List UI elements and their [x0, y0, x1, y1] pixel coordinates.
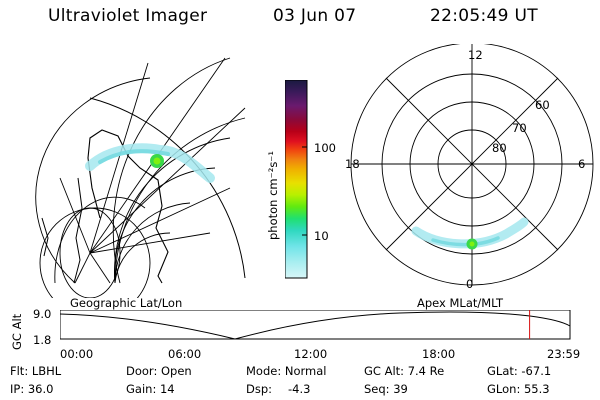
dsp-label: Dsp:	[246, 382, 273, 396]
door-status: Door: Open	[126, 364, 192, 378]
gc-alt-value: GC Alt: 7.4 Re	[364, 364, 445, 378]
colorbar-tick-10: 10	[314, 229, 329, 243]
ip-value: IP: 36.0	[10, 382, 54, 396]
date-label: 03 Jun 07	[273, 6, 357, 26]
polar-label: Apex MLat/MLT	[417, 296, 504, 310]
colorbar	[285, 80, 308, 279]
timeline-xtick-2359: 23:59	[547, 347, 581, 361]
timeline-ytick-low: 1.8	[33, 333, 52, 347]
mlt-label-6: 6	[578, 157, 586, 171]
mlt-label-0: 0	[466, 277, 474, 291]
timeline-xtick-1200: 12:00	[294, 347, 328, 361]
timeline-axis-label: GC Alt	[10, 313, 24, 350]
mode-status: Mode: Normal	[246, 364, 327, 378]
timeline-xtick-0000: 00:00	[60, 347, 94, 361]
mlat-label-80: 80	[492, 141, 507, 155]
colorbar-label: photon cm⁻²s⁻¹	[266, 151, 280, 240]
timeline-xtick-0600: 06:00	[168, 347, 202, 361]
geo-aurora-emission	[85, 143, 215, 183]
mlat-label-60: 60	[535, 98, 550, 112]
time-label: 22:05:49 UT	[430, 6, 538, 26]
mlt-label-12: 12	[468, 48, 483, 62]
filter-label: Flt: LBHL	[10, 364, 62, 378]
polar-aurora-emission	[411, 217, 529, 250]
geographic-map	[35, 57, 246, 298]
mlat-label-70: 70	[512, 121, 527, 135]
glon-value: GLon: 55.3	[487, 382, 550, 396]
orbit-altitude-plot	[60, 310, 571, 340]
mlt-label-18: 18	[345, 157, 360, 171]
timeline-ytick-high: 9.0	[33, 307, 52, 321]
geographic-label: Geographic Lat/Lon	[70, 296, 183, 310]
seq-value: Seq: 39	[364, 382, 408, 396]
colorbar-tick-100: 100	[314, 141, 336, 155]
timeline-xtick-1800: 18:00	[422, 347, 456, 361]
dsp-value: -4.3	[288, 382, 311, 396]
polar-plot	[350, 44, 594, 286]
glat-value: GLat: -67.1	[487, 364, 552, 378]
instrument-title: Ultraviolet Imager	[48, 6, 208, 26]
gain-value: Gain: 14	[126, 382, 175, 396]
